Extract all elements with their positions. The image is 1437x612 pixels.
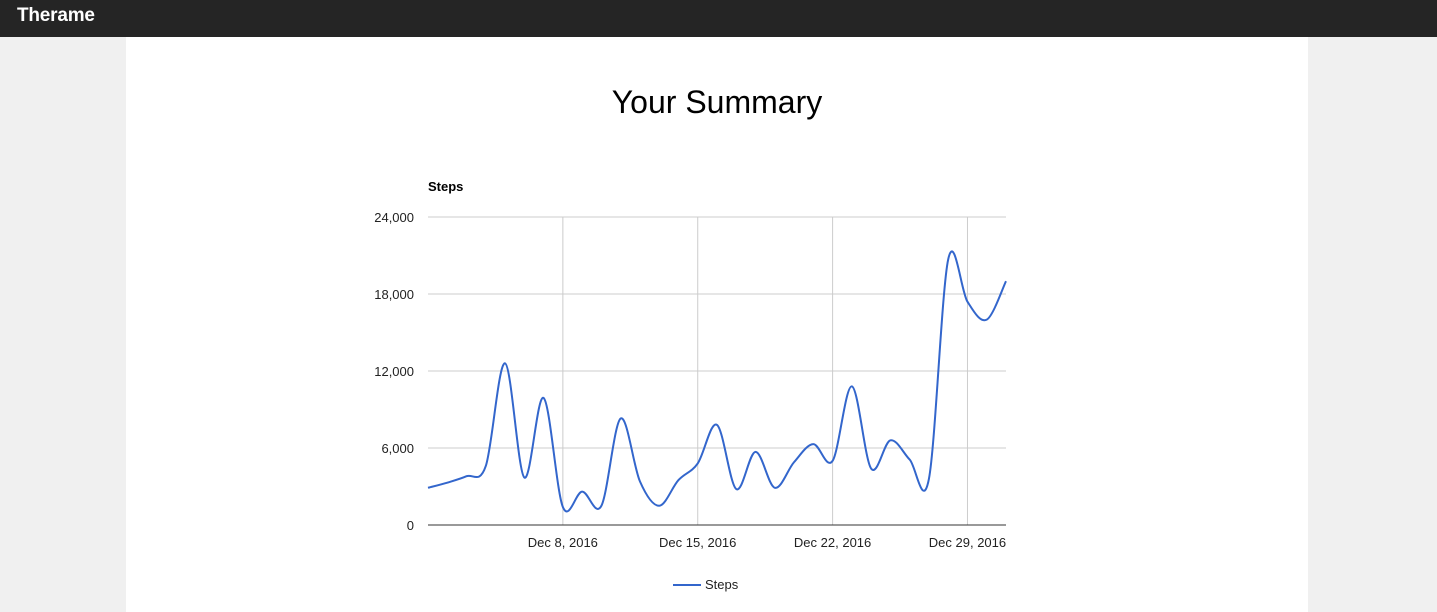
top-navbar: Therame — [0, 0, 1437, 37]
chart-gridlines — [428, 216, 1006, 525]
x-tick-label: Dec 29, 2016 — [929, 535, 1006, 550]
x-tick-label: Dec 8, 2016 — [528, 535, 598, 550]
steps-line-chart: 0 6,000 12,000 18,000 24,000 Dec 8, 2016 Dec 1… — [374, 179, 1007, 592]
brand-link[interactable]: Therame — [17, 5, 95, 26]
y-tick-label: 12,000 — [374, 364, 414, 379]
main-content: Your Summary 0 6,000 12,000 18,000 24,000 Dec… — [126, 37, 1308, 612]
x-tick-label: Dec 22, 2016 — [794, 535, 871, 550]
x-tick-label: Dec 15, 2016 — [659, 535, 736, 550]
page-title: Your Summary — [611, 84, 823, 120]
y-tick-label: 6,000 — [381, 441, 414, 456]
y-tick-label: 0 — [407, 518, 414, 533]
y-axis-title: Steps — [428, 179, 463, 194]
chart-legend[interactable]: Steps — [673, 577, 739, 592]
series-line-steps[interactable] — [427, 250, 1007, 513]
chart-series — [427, 250, 1007, 513]
legend-label: Steps — [705, 577, 739, 592]
y-tick-label: 24,000 — [374, 210, 414, 225]
chart-axes: 0 6,000 12,000 18,000 24,000 Dec 8, 2016 Dec 1… — [374, 179, 1006, 550]
y-tick-label: 18,000 — [374, 287, 414, 302]
